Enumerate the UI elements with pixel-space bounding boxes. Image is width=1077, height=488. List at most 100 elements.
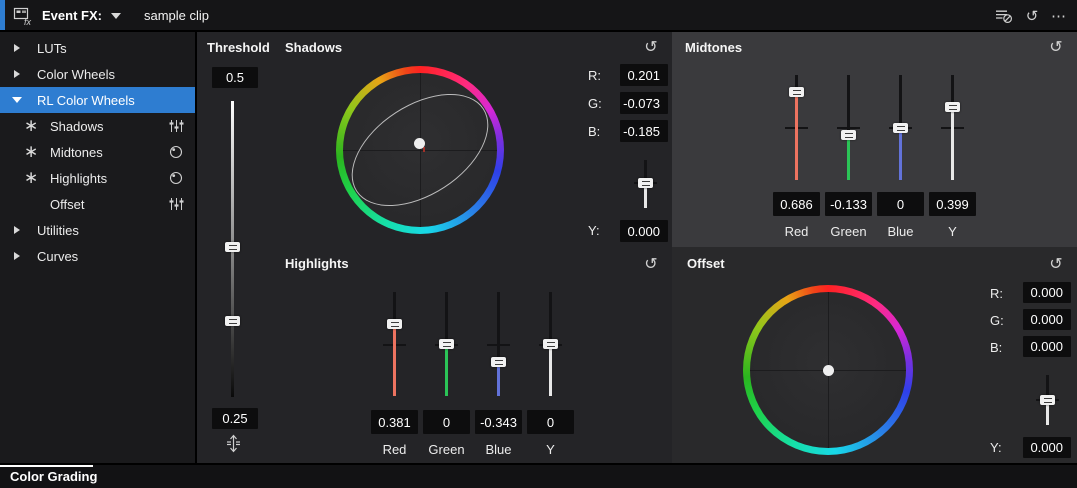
shadows-panel: Shadows ↺ R: 0.201 G: -0.073 B: [277,32,672,247]
more-options-icon[interactable]: ⋯ [1051,7,1067,25]
wheel-disc[interactable] [343,73,497,227]
highlights-blue-slider[interactable] [487,292,510,396]
sliders-icon[interactable] [169,197,184,211]
threshold-handle-top[interactable] [225,242,240,252]
shadows-g-value[interactable]: -0.073 [620,92,668,114]
midtones-blue-slider[interactable] [889,75,912,180]
collapsed-arrow-icon[interactable] [14,70,20,78]
bypass-fx-icon[interactable] [993,7,1015,25]
offset-y-value[interactable]: 0.000 [1023,437,1071,458]
offset-g-value[interactable]: 0.000 [1023,309,1071,330]
midtones-green-value[interactable]: -0.133 [825,192,872,216]
highlights-y-value[interactable]: 0 [527,410,574,434]
collapsed-arrow-icon[interactable] [14,44,20,52]
slider-handle[interactable] [893,123,908,133]
threshold-handle-bottom[interactable] [225,316,240,326]
title-bar: fx Event FX: sample clip ↺ ⋯ [0,0,1077,32]
highlights-red-slider[interactable] [383,292,406,396]
offset-r-value[interactable]: 0.000 [1023,282,1071,303]
sidebar-item-midtones[interactable]: ∗ Midtones [0,139,195,165]
reset-icon[interactable]: ↺ [1046,254,1066,274]
midtones-panel: Midtones ↺ [672,32,1077,247]
sidebar-item-curves[interactable]: Curves [0,243,195,269]
sidebar-item-highlights[interactable]: ∗ Highlights [0,165,195,191]
active-tab-indicator [0,465,93,467]
highlights-blue-value[interactable]: -0.343 [475,410,522,434]
split-range-icon[interactable] [225,434,242,453]
highlights-red-value[interactable]: 0.381 [371,410,418,434]
r-label: R: [588,68,601,83]
g-label: G: [588,96,602,111]
midtones-y-slider[interactable] [941,75,964,180]
slider-handle[interactable] [439,339,454,349]
expanded-arrow-icon[interactable] [12,97,22,103]
collapsed-arrow-icon[interactable] [14,226,20,234]
sidebar-item-luts[interactable]: LUTs [0,35,195,61]
chevron-down-icon[interactable] [111,13,121,19]
green-label: Green [428,442,465,457]
keyframe-asterisk-icon: ∗ [24,116,39,135]
wheel-icon[interactable] [169,171,184,185]
midtones-red-slider[interactable] [785,75,808,180]
shadows-b-value[interactable]: -0.185 [620,120,668,142]
panel-title: Highlights [285,256,349,271]
wheel-handle-dot[interactable] [822,364,834,376]
offset-panel: Offset ↺ R: 0.000 G: 0.000 B: 0.000 [672,247,1077,463]
sidebar-item-color-wheels[interactable]: Color Wheels [0,61,195,87]
r-label: R: [990,286,1003,301]
slider-handle[interactable] [789,87,804,97]
offset-color-wheel[interactable] [743,285,913,455]
highlights-green-value[interactable]: 0 [423,410,470,434]
slider-handle[interactable] [638,178,653,188]
collapsed-arrow-icon[interactable] [14,252,20,260]
keyframe-asterisk-icon: ∗ [24,168,39,187]
wheel-handle-dot[interactable] [414,138,425,149]
slider-handle[interactable] [387,319,402,329]
slider-handle[interactable] [543,339,558,349]
slider-handle[interactable] [841,130,856,140]
midtones-green-slider[interactable] [837,75,860,180]
highlights-panel: Highlights ↺ [277,247,672,463]
sidebar-item-utilities[interactable]: Utilities [0,217,195,243]
highlights-y-slider[interactable] [539,292,562,396]
wheel-disc[interactable] [750,292,906,448]
slider-handle[interactable] [945,102,960,112]
g-label: G: [990,313,1004,328]
shadows-y-value[interactable]: 0.000 [620,220,668,242]
panel-title: Midtones [685,40,743,55]
threshold-slider[interactable] [225,101,240,397]
sliders-icon[interactable] [169,119,184,133]
threshold-bottom-value[interactable]: 0.25 [212,408,258,429]
reset-icon[interactable]: ↺ [641,37,661,57]
threshold-top-value[interactable]: 0.5 [212,67,258,88]
midtones-y-value[interactable]: 0.399 [929,192,976,216]
wheel-icon[interactable] [169,145,184,159]
reset-icon[interactable]: ↺ [1046,37,1066,57]
bottom-tab-bar: Color Grading [0,463,1077,488]
y-label: Y [546,442,555,457]
red-label: Red [382,442,407,457]
shadows-color-wheel[interactable] [336,66,504,234]
sidebar-item-rl-color-wheels[interactable]: RL Color Wheels [0,87,195,113]
blue-label: Blue [485,442,512,457]
midtones-red-value[interactable]: 0.686 [773,192,820,216]
color-position-tick [422,147,425,152]
offset-b-value[interactable]: 0.000 [1023,336,1071,357]
accent-bar [0,0,5,30]
reset-icon[interactable]: ↺ [641,254,661,274]
shadows-r-value[interactable]: 0.201 [620,64,668,86]
tab-color-grading[interactable]: Color Grading [10,469,98,484]
event-fx-icon: fx [13,6,35,27]
reset-all-icon[interactable]: ↺ [1025,7,1039,25]
highlights-green-slider[interactable] [435,292,458,396]
threshold-panel: Threshold 0.5 0.25 [197,32,277,463]
y-label: Y: [588,223,600,238]
slider-handle[interactable] [491,357,506,367]
shadows-y-slider[interactable] [634,160,657,208]
sidebar-item-offset[interactable]: Offset [0,191,195,217]
slider-handle[interactable] [1040,395,1055,405]
offset-y-slider[interactable] [1036,375,1059,425]
sidebar-item-shadows[interactable]: ∗ Shadows [0,113,195,139]
midtones-blue-value[interactable]: 0 [877,192,924,216]
